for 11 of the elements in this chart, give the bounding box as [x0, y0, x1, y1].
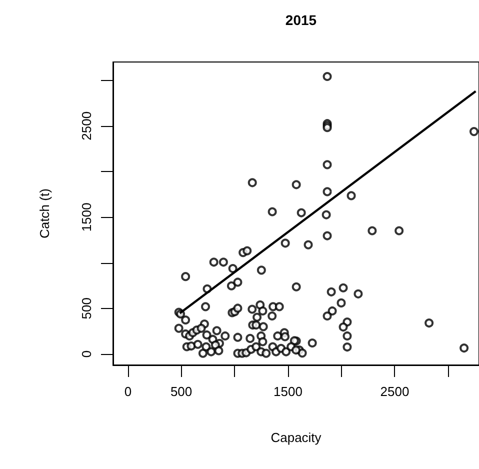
x-tick-label: 0 [124, 384, 132, 399]
chart-title: 2015 [285, 12, 317, 28]
y-tick-label: 0 [79, 350, 94, 358]
y-axis-title: Catch (t) [37, 188, 52, 238]
x-axis-title: Capacity [270, 430, 322, 445]
x-tick-label: 2500 [380, 384, 410, 399]
x-tick-label: 1500 [274, 384, 302, 399]
y-tick-label: 2500 [79, 111, 94, 140]
x-tick-label: 500 [170, 384, 192, 399]
y-tick-label: 500 [79, 298, 94, 320]
y-tick-label: 1500 [79, 202, 94, 232]
